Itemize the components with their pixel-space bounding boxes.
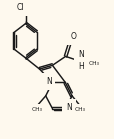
Text: N: N xyxy=(45,77,51,86)
Text: Cl: Cl xyxy=(17,3,24,12)
Text: O: O xyxy=(70,33,76,42)
Text: N: N xyxy=(66,103,71,112)
Text: CH₃: CH₃ xyxy=(88,61,99,66)
Text: CH₃: CH₃ xyxy=(32,107,42,112)
Text: CH₃: CH₃ xyxy=(74,107,85,112)
Text: N: N xyxy=(78,50,83,59)
Text: H: H xyxy=(78,62,83,71)
